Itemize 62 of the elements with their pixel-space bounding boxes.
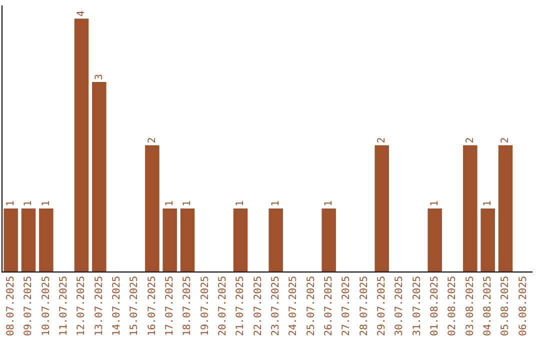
data-label: 2 xyxy=(376,137,388,144)
x-tick-label: 06.08.2025 xyxy=(518,276,529,336)
data-label: 1 xyxy=(5,200,16,207)
bar xyxy=(374,145,389,272)
data-label: 2 xyxy=(464,137,476,144)
bar xyxy=(268,208,283,272)
bar xyxy=(74,18,89,272)
data-label: 4 xyxy=(76,10,88,17)
data-label: 1 xyxy=(182,200,194,207)
x-tick-label: 11.07.2025 xyxy=(58,276,70,336)
x-tick-label: 02.08.2025 xyxy=(447,276,458,336)
x-tick-label: 03.08.2025 xyxy=(464,276,476,336)
data-label: 2 xyxy=(500,137,512,144)
x-tick-label: 14.07.2025 xyxy=(111,276,122,336)
bar xyxy=(480,208,495,272)
x-tick-label: 22.07.2025 xyxy=(252,276,264,336)
x-tick-label: 23.07.2025 xyxy=(270,276,282,336)
x-tick-label: 13.07.2025 xyxy=(94,276,105,336)
bar xyxy=(322,208,336,272)
data-label: 1 xyxy=(323,200,334,207)
data-label: 2 xyxy=(146,137,158,144)
x-tick-label: 26.07.2025 xyxy=(323,276,334,336)
bar xyxy=(463,145,478,272)
x-tick-label: 19.07.2025 xyxy=(200,276,211,336)
x-tick-label: 28.07.2025 xyxy=(358,276,370,336)
x-tick-label: 17.07.2025 xyxy=(164,276,176,336)
bar xyxy=(180,208,195,272)
x-tick-label: 04.08.2025 xyxy=(482,276,494,336)
x-tick-label: 05.08.2025 xyxy=(500,276,512,336)
x-tick-label: 16.07.2025 xyxy=(146,276,158,336)
x-tick-label: 09.07.2025 xyxy=(23,276,34,336)
bar xyxy=(162,208,177,272)
x-tick-label: 20.07.2025 xyxy=(217,276,228,336)
x-tick-label: 27.07.2025 xyxy=(341,276,352,336)
data-label: 1 xyxy=(23,200,34,207)
data-label: 3 xyxy=(94,74,105,80)
bar xyxy=(92,82,106,272)
x-tick-label: 25.07.2025 xyxy=(306,276,317,336)
x-tick-label: 15.07.2025 xyxy=(129,276,140,336)
x-tick-label: 01.08.2025 xyxy=(429,276,440,336)
x-tick-label: 10.07.2025 xyxy=(40,276,52,336)
data-label: 1 xyxy=(270,200,282,207)
data-label: 1 xyxy=(164,200,176,207)
x-tick-label: 21.07.2025 xyxy=(235,276,246,336)
bar xyxy=(145,145,160,272)
x-tick-label: 31.07.2025 xyxy=(412,276,423,336)
bar xyxy=(498,145,513,272)
x-tick-label: 18.07.2025 xyxy=(182,276,194,336)
bar xyxy=(21,208,36,272)
bar xyxy=(233,208,248,272)
x-tick-label: 24.07.2025 xyxy=(288,276,300,336)
bar xyxy=(39,208,54,272)
data-label: 1 xyxy=(429,200,440,207)
data-label: 1 xyxy=(40,200,52,207)
bar xyxy=(428,208,442,272)
x-tick-label: 29.07.2025 xyxy=(376,276,388,336)
x-tick-label: 12.07.2025 xyxy=(76,276,88,336)
data-label: 1 xyxy=(235,200,246,207)
x-tick-label: 30.07.2025 xyxy=(394,276,406,336)
x-tick-label: 08.07.2025 xyxy=(5,276,16,336)
data-label: 1 xyxy=(482,200,494,207)
bar xyxy=(4,208,18,272)
